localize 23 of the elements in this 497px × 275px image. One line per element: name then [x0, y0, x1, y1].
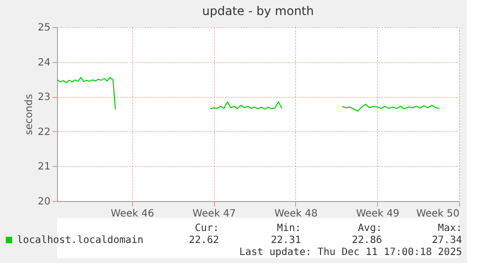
x-tick-label: Week 48 — [274, 208, 318, 220]
text: 22.62 — [188, 235, 219, 246]
text: 27.34 — [432, 235, 462, 246]
x-tick-label: Week 50 — [416, 208, 460, 220]
legend-label: localhost.localdomain — [17, 235, 144, 246]
text: Cur: — [194, 223, 219, 234]
y-tick-label: 25 — [38, 22, 50, 34]
y-tick-label: 21 — [38, 162, 50, 173]
text: Last update: Thu Dec 11 17:00:18 2025 — [239, 247, 462, 258]
chart-title: update - by month — [202, 4, 314, 18]
y-tick-label: 23 — [38, 92, 50, 104]
y-axis-title: seconds — [24, 94, 35, 135]
y-tick-label: 20 — [38, 196, 50, 208]
text: 22.86 — [352, 235, 382, 246]
x-tick-label: Week 46 — [110, 208, 154, 220]
x-tick-label: Week 49 — [356, 208, 400, 220]
text: Avg: — [358, 223, 382, 234]
y-tick-label: 24 — [38, 57, 50, 68]
x-tick-label: Week 47 — [192, 208, 236, 220]
text: Max: — [438, 223, 462, 234]
y-tick-label: 22 — [38, 126, 50, 138]
text: 22.31 — [270, 235, 301, 246]
text: Min: — [276, 223, 301, 234]
